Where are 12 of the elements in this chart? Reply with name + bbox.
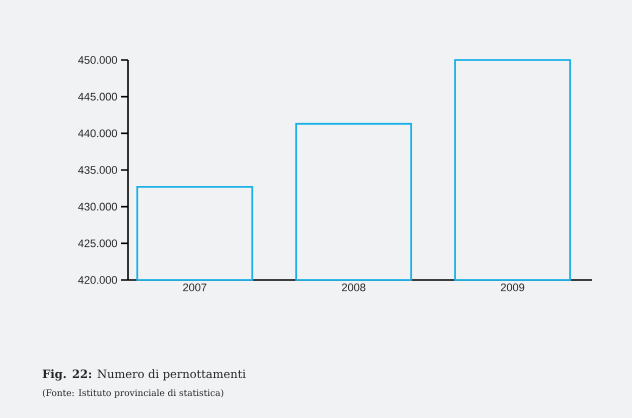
x-tick-label: 2008 <box>342 284 366 292</box>
y-tick-label: 425.000 <box>78 239 118 248</box>
y-tick-label: 445.000 <box>78 92 118 101</box>
y-tick-label: 435.000 <box>78 166 118 174</box>
y-tick-label: 430.000 <box>78 202 118 211</box>
y-tick-label: 450.000 <box>78 56 118 64</box>
text: Fig. 22: Numero di pernottamenti <box>42 369 246 381</box>
y-tick-label: 420.000 <box>78 276 118 284</box>
y-tick-label: 440.000 <box>78 129 118 138</box>
text: (Fonte: Istituto provinciale di statistica) <box>42 389 224 398</box>
x-tick-label: 2007 <box>183 284 206 292</box>
x-tick-label: 2009 <box>500 284 524 292</box>
